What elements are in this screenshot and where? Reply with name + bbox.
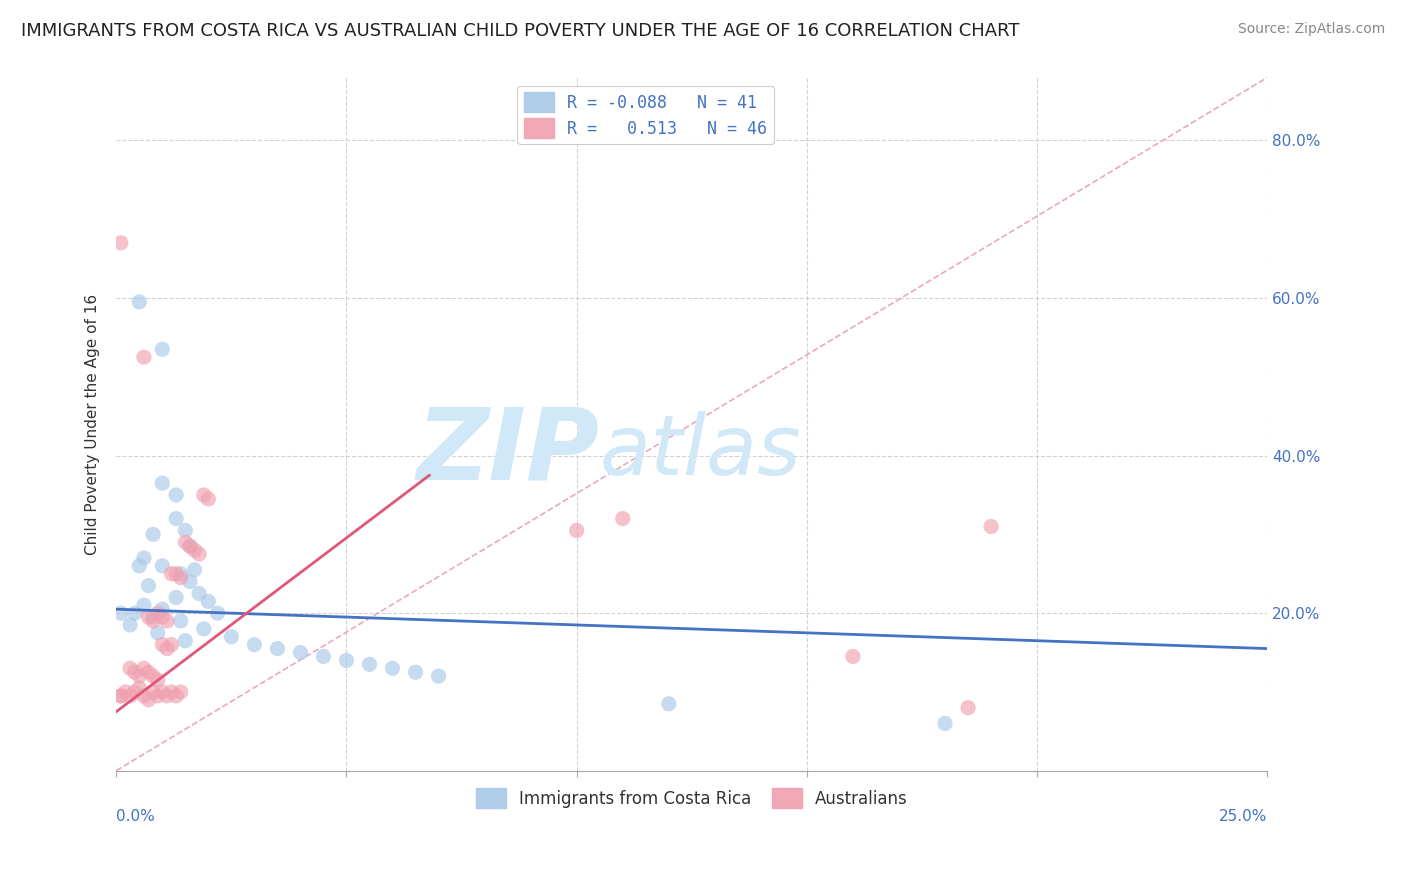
- Point: [124, 665, 146, 680]
- Point: [138, 665, 160, 680]
- Point: [179, 574, 201, 589]
- Point: [381, 661, 404, 675]
- Point: [150, 476, 173, 491]
- Point: [128, 295, 150, 310]
- Point: [146, 606, 169, 620]
- Point: [150, 685, 173, 699]
- Point: [170, 571, 193, 585]
- Point: [142, 685, 165, 699]
- Point: [197, 491, 219, 506]
- Point: [132, 689, 155, 703]
- Point: [150, 343, 173, 357]
- Point: [188, 586, 211, 600]
- Point: [183, 563, 205, 577]
- Point: [658, 697, 681, 711]
- Point: [221, 630, 243, 644]
- Point: [165, 591, 187, 605]
- Point: [335, 653, 357, 667]
- Point: [132, 350, 155, 364]
- Point: [183, 543, 205, 558]
- Point: [174, 633, 197, 648]
- Point: [957, 700, 980, 714]
- Point: [132, 599, 155, 613]
- Point: [138, 578, 160, 592]
- Point: [138, 610, 160, 624]
- Point: [842, 649, 865, 664]
- Point: [128, 669, 150, 683]
- Point: [146, 689, 169, 703]
- Point: [120, 618, 142, 632]
- Point: [110, 235, 132, 250]
- Point: [193, 622, 215, 636]
- Point: [156, 614, 179, 628]
- Point: [243, 638, 266, 652]
- Point: [193, 488, 215, 502]
- Text: 0.0%: 0.0%: [117, 809, 155, 824]
- Point: [980, 519, 1002, 533]
- Point: [165, 511, 187, 525]
- Point: [124, 685, 146, 699]
- Point: [165, 566, 187, 581]
- Point: [156, 689, 179, 703]
- Text: Source: ZipAtlas.com: Source: ZipAtlas.com: [1237, 22, 1385, 37]
- Point: [170, 566, 193, 581]
- Point: [179, 539, 201, 553]
- Point: [188, 547, 211, 561]
- Point: [128, 558, 150, 573]
- Point: [150, 638, 173, 652]
- Point: [160, 638, 183, 652]
- Point: [150, 610, 173, 624]
- Point: [150, 558, 173, 573]
- Point: [312, 649, 335, 664]
- Point: [110, 606, 132, 620]
- Point: [934, 716, 956, 731]
- Point: [142, 610, 165, 624]
- Point: [174, 524, 197, 538]
- Point: [150, 602, 173, 616]
- Point: [142, 614, 165, 628]
- Text: atlas: atlas: [600, 411, 801, 492]
- Point: [612, 511, 634, 525]
- Point: [142, 669, 165, 683]
- Y-axis label: Child Poverty Under the Age of 16: Child Poverty Under the Age of 16: [86, 293, 100, 555]
- Point: [124, 606, 146, 620]
- Point: [146, 625, 169, 640]
- Point: [132, 661, 155, 675]
- Point: [165, 689, 187, 703]
- Point: [197, 594, 219, 608]
- Point: [110, 689, 132, 703]
- Point: [114, 685, 136, 699]
- Point: [427, 669, 450, 683]
- Point: [132, 551, 155, 566]
- Point: [266, 641, 288, 656]
- Point: [565, 524, 588, 538]
- Point: [110, 689, 132, 703]
- Point: [146, 673, 169, 687]
- Point: [142, 527, 165, 541]
- Point: [160, 685, 183, 699]
- Legend: Immigrants from Costa Rica, Australians: Immigrants from Costa Rica, Australians: [470, 781, 914, 814]
- Text: 25.0%: 25.0%: [1219, 809, 1267, 824]
- Point: [405, 665, 427, 680]
- Point: [165, 488, 187, 502]
- Point: [156, 641, 179, 656]
- Point: [207, 606, 229, 620]
- Point: [174, 535, 197, 549]
- Point: [120, 689, 142, 703]
- Point: [359, 657, 381, 672]
- Point: [120, 661, 142, 675]
- Point: [128, 681, 150, 695]
- Point: [138, 693, 160, 707]
- Point: [170, 614, 193, 628]
- Text: ZIP: ZIP: [416, 403, 600, 500]
- Point: [179, 539, 201, 553]
- Text: IMMIGRANTS FROM COSTA RICA VS AUSTRALIAN CHILD POVERTY UNDER THE AGE OF 16 CORRE: IMMIGRANTS FROM COSTA RICA VS AUSTRALIAN…: [21, 22, 1019, 40]
- Point: [160, 566, 183, 581]
- Point: [170, 685, 193, 699]
- Point: [290, 646, 312, 660]
